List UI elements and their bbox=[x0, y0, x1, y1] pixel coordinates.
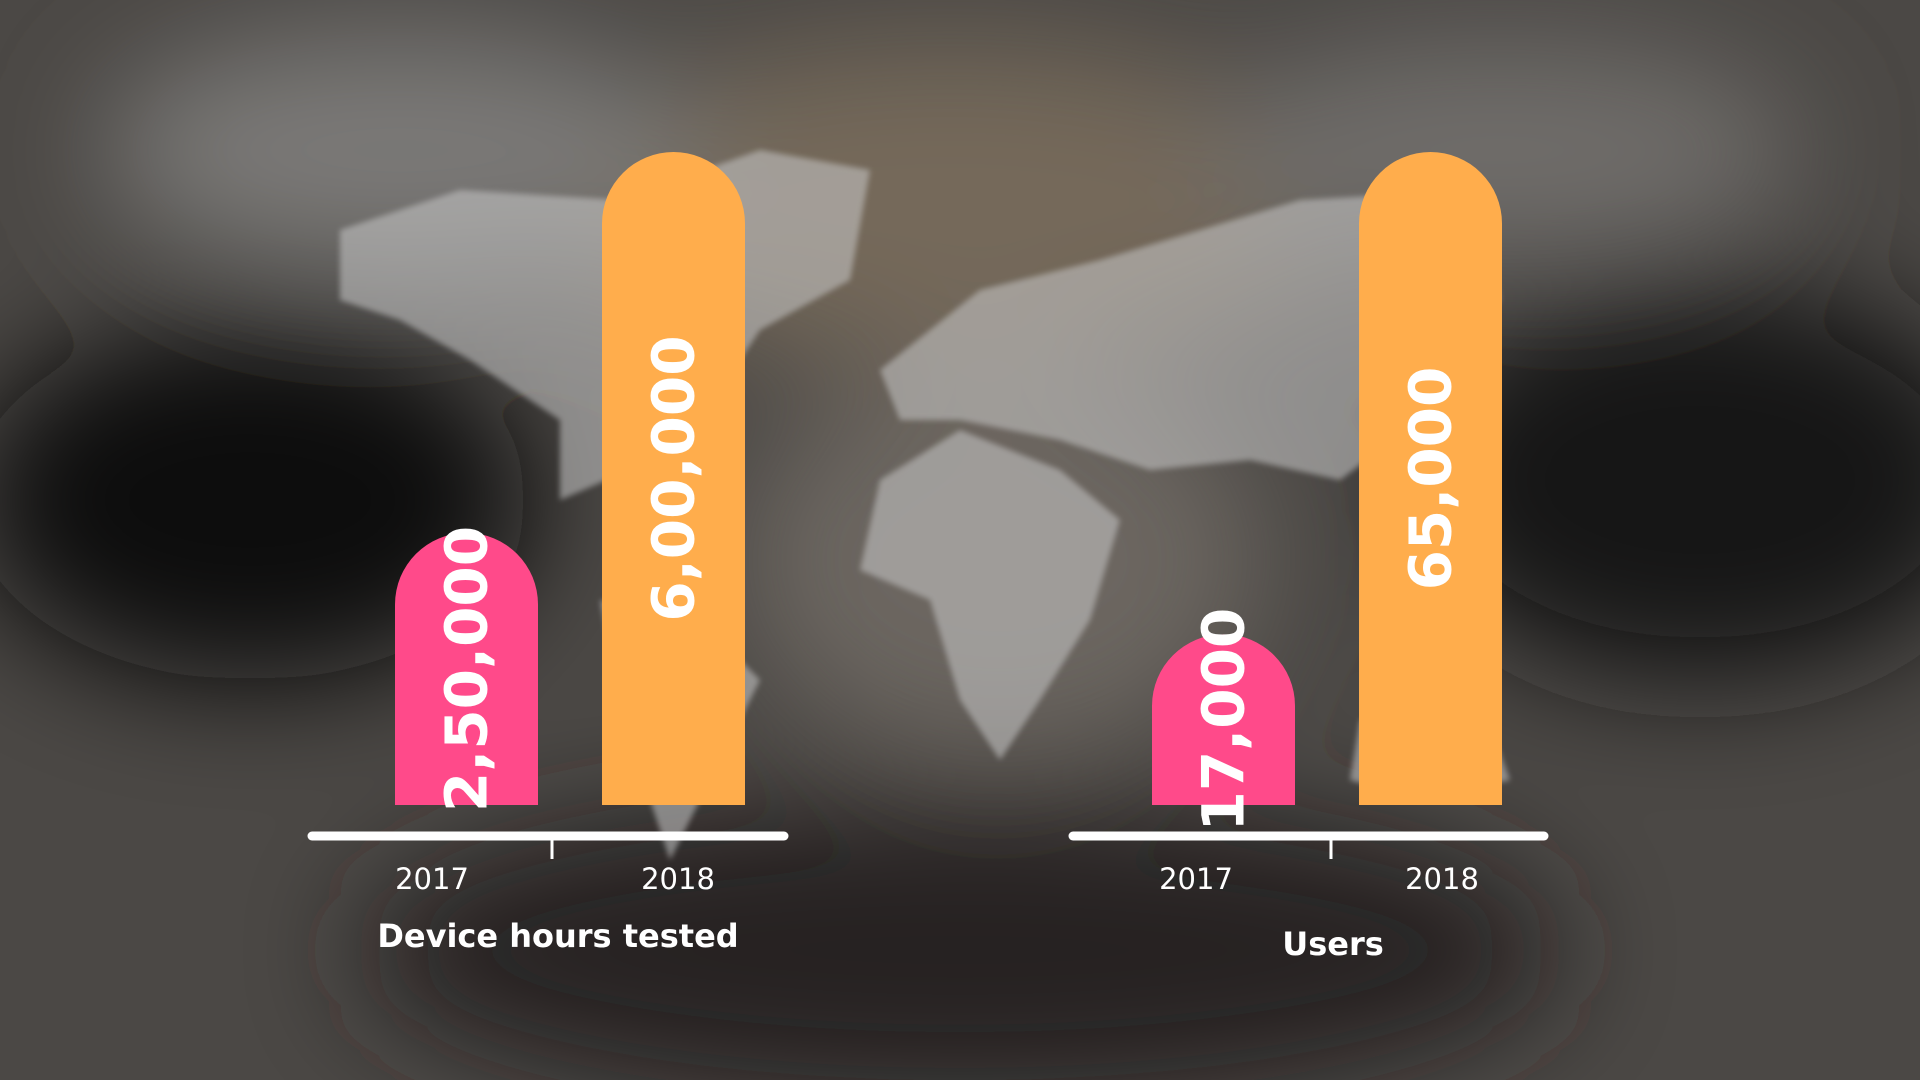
bar bbox=[602, 152, 745, 805]
x-tick-label: 2018 bbox=[641, 862, 715, 896]
x-tick-label: 2018 bbox=[1405, 862, 1479, 896]
bar bbox=[1359, 152, 1502, 805]
chart-title: Users bbox=[1282, 925, 1384, 963]
value-label: 6,00,000 bbox=[640, 335, 708, 621]
value-label: 65,000 bbox=[1397, 367, 1465, 591]
value-label: 17,000 bbox=[1190, 608, 1258, 832]
bar bbox=[1152, 634, 1295, 805]
bar bbox=[395, 532, 538, 805]
chart-title: Device hours tested bbox=[377, 917, 738, 955]
x-tick-label: 2017 bbox=[1159, 862, 1233, 896]
x-tick-label: 2017 bbox=[395, 862, 469, 896]
value-label: 2,50,000 bbox=[433, 526, 501, 812]
